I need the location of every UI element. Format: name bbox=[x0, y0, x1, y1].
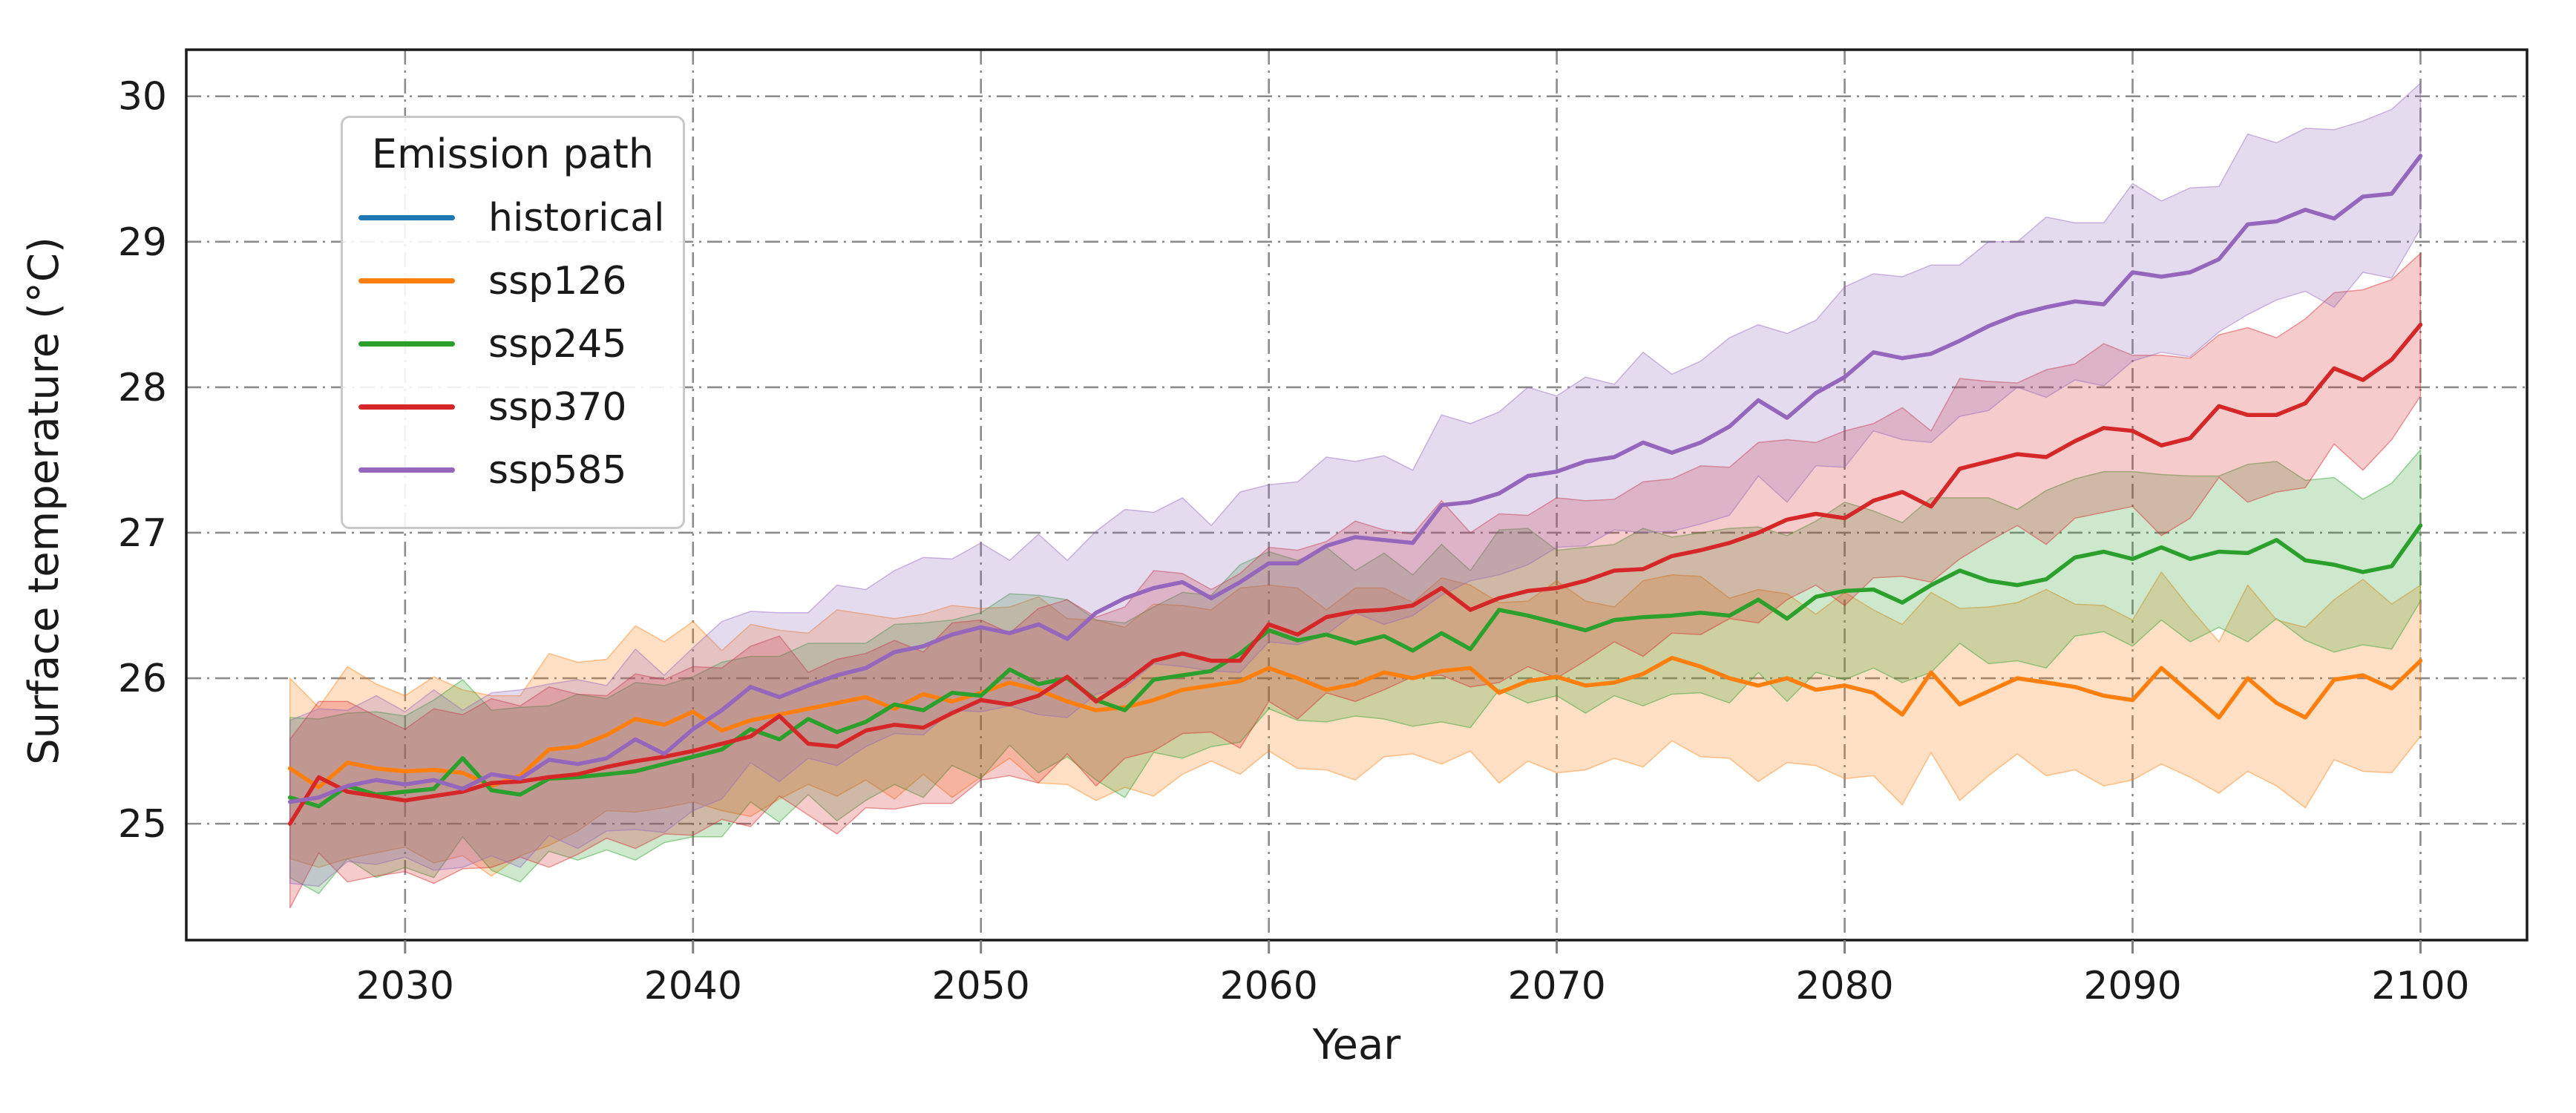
legend-item-label: ssp245 bbox=[488, 321, 627, 367]
y-tick-label-27: 27 bbox=[118, 511, 167, 556]
legend-line-sample-ssp245 bbox=[358, 341, 455, 347]
axes bbox=[185, 48, 2529, 953]
legend-line-sample-ssp126 bbox=[358, 278, 455, 283]
plot-frame bbox=[185, 48, 2529, 942]
x-tick-label-2050: 2050 bbox=[932, 964, 1030, 1008]
x-tick-label-2080: 2080 bbox=[1795, 964, 1893, 1008]
legend: Emission path historical ssp126 ssp245 s… bbox=[341, 116, 685, 529]
y-axis-label: Surface temperature (°C) bbox=[20, 237, 68, 765]
y-tick-label-28: 28 bbox=[118, 366, 167, 410]
legend-item-historical: historical bbox=[343, 186, 683, 249]
y-tick-label-26: 26 bbox=[118, 657, 167, 701]
band-ssp245 bbox=[289, 448, 2422, 895]
x-tick-label-2030: 2030 bbox=[356, 964, 454, 1008]
band-ssp126 bbox=[289, 571, 2422, 877]
legend-item-label: ssp126 bbox=[488, 258, 627, 303]
legend-rows: historical ssp126 ssp245 ssp370 ssp585 bbox=[343, 186, 683, 502]
tick-labels: 2030 2040 2050 2060 2070 2080 2090 2100 25 26 27 28… bbox=[118, 75, 2470, 1008]
band-ssp585 bbox=[289, 82, 2422, 887]
x-tick-label-2070: 2070 bbox=[1507, 964, 1605, 1008]
legend-item-label: ssp370 bbox=[488, 384, 627, 430]
y-tick-label-25: 25 bbox=[118, 802, 167, 847]
legend-item-ssp126: ssp126 bbox=[343, 249, 683, 312]
x-tick-label-2040: 2040 bbox=[644, 964, 742, 1008]
line-ssp245 bbox=[287, 523, 2423, 809]
line-ssp126 bbox=[287, 655, 2423, 789]
x-tick-label-2100: 2100 bbox=[2371, 964, 2469, 1008]
legend-item-label: ssp585 bbox=[488, 447, 627, 493]
y-tick-label-30: 30 bbox=[118, 75, 167, 119]
series-lines bbox=[287, 154, 2423, 826]
legend-line-sample-ssp370 bbox=[358, 404, 455, 410]
legend-line-sample-historical bbox=[358, 215, 455, 220]
x-tick-label-2060: 2060 bbox=[1220, 964, 1318, 1008]
legend-title: Emission path bbox=[371, 131, 655, 177]
line-ssp585 bbox=[287, 154, 2423, 804]
legend-line-sample-ssp585 bbox=[358, 467, 455, 473]
x-tick-label-2090: 2090 bbox=[2083, 964, 2181, 1008]
line-ssp370 bbox=[287, 322, 2423, 826]
x-axis-label: Year bbox=[1312, 1021, 1401, 1069]
y-tick-label-29: 29 bbox=[118, 220, 167, 265]
legend-item-ssp370: ssp370 bbox=[343, 375, 683, 439]
legend-item-ssp585: ssp585 bbox=[343, 439, 683, 502]
legend-item-ssp245: ssp245 bbox=[343, 312, 683, 375]
legend-item-label: historical bbox=[488, 195, 665, 240]
